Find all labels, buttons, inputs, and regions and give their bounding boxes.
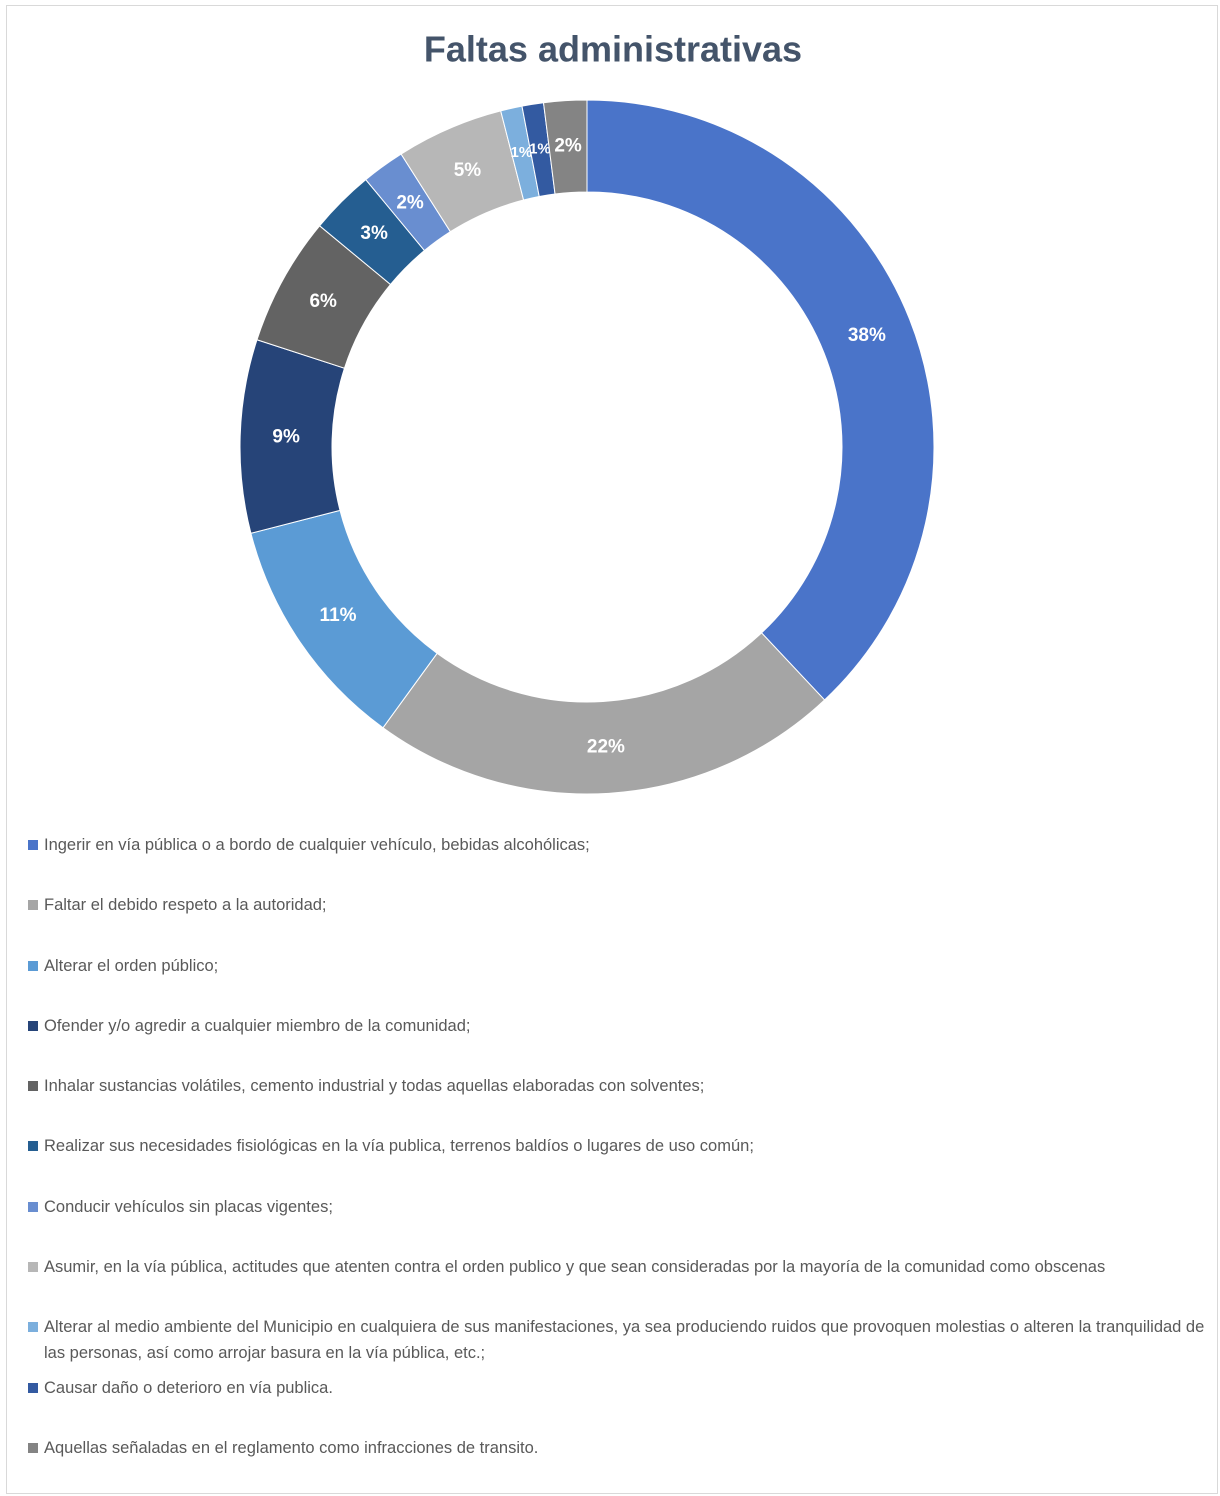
legend-label: Ofender y/o agredir a cualquier miembro … [44,1016,471,1035]
chart: Faltas administrativas 38% 22% 11% 9% 6% 3% 2%… [239,29,935,795]
legend-swatch [28,1020,38,1031]
slice-label: 1% [529,141,551,158]
legend-item: Asumir, en la vía pública, actitudes que… [28,1254,1213,1314]
legend-swatch [28,1442,38,1453]
slice-label: 2% [396,193,424,214]
legend-item: Inhalar sustancias volátiles, cemento in… [28,1073,1213,1133]
donut-slice [542,99,588,195]
legend-label: Realizar sus necesidades fisiológicas en… [44,1137,754,1156]
legend-label: Ingerir en vía pública o a bordo de cual… [44,836,590,854]
slice-label: 1% [510,144,532,161]
legend-item: Alterar el orden público; [28,953,1213,1013]
legend-label: Inhalar sustancias volátiles, cemento in… [44,1077,705,1096]
legend-swatch [28,1141,38,1152]
legend-item: Ofender y/o agredir a cualquier miembro … [28,1013,1213,1073]
donut-slice [586,99,935,701]
legend-item: Realizar sus necesidades fisiológicas en… [28,1133,1213,1193]
slice-label: 6% [309,291,337,312]
legend-item: Aquellas señaladas en el reglamento como… [28,1435,1213,1495]
legend-label: Causar daño o deterioro en vía publica. [44,1378,333,1397]
slice-label: 11% [320,605,357,626]
chart-title: Faltas administrativas [424,29,802,70]
legend-item: Alterar al medio ambiente del Municipio … [28,1314,1213,1374]
legend-swatch [28,1201,38,1212]
donut-slice [382,632,826,795]
slice-label: 9% [272,427,300,448]
legend-swatch [28,1382,38,1393]
legend-item: Causar daño o deterioro en vía publica. [28,1375,1213,1435]
slice-label: 38% [848,325,886,346]
legend-item: Ingerir en vía pública o a bordo de cual… [28,832,1213,892]
legend-swatch [28,1322,38,1333]
chart-frame [6,5,1218,1494]
legend-swatch [28,1262,38,1273]
slice-label: 22% [587,736,625,757]
legend: Ingerir en vía pública o a bordo de cual… [28,832,1213,1495]
legend-label: Faltar el debido respeto a la autoridad; [44,896,327,915]
legend-label: Asumir, en la vía pública, actitudes que… [44,1258,1106,1277]
legend-label: Conducir vehículos sin placas vigentes; [44,1197,333,1216]
legend-swatch [28,900,38,911]
legend-label: Alterar el orden público; [44,956,219,975]
slice-label: 2% [554,136,582,157]
legend-swatch [28,960,38,971]
legend-label: Alterar al medio ambiente del Municipio … [44,1318,1205,1363]
legend-label: Aquellas señaladas en el reglamento como… [44,1438,539,1457]
legend-swatch [28,840,38,850]
legend-item: Faltar el debido respeto a la autoridad; [28,892,1213,952]
legend-item: Conducir vehículos sin placas vigentes; [28,1194,1213,1254]
legend-swatch [28,1081,38,1092]
slice-label: 3% [360,223,388,244]
slice-label: 5% [454,160,482,181]
